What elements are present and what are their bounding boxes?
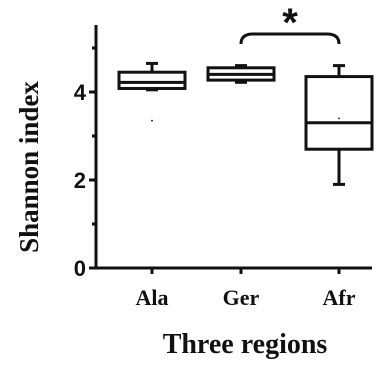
- mean-marker: [151, 119, 153, 122]
- mean-marker: [240, 73, 242, 76]
- box-iqr: [117, 70, 187, 90]
- x-tick-label: Ger: [223, 285, 260, 310]
- y-tick-label: 0: [74, 256, 86, 281]
- y-tick-label: 4: [74, 80, 87, 105]
- significance-star: *: [282, 1, 298, 45]
- x-axis-label: Three regions: [163, 329, 328, 360]
- box-afr: [304, 64, 374, 186]
- box-ala: [117, 61, 187, 122]
- axes: 0 2 4 Ala Ger Afr: [74, 25, 372, 310]
- y-axis-label: Shannon index: [14, 81, 44, 253]
- box-ger: [206, 64, 276, 84]
- bracket: [239, 32, 341, 45]
- y-tick-label: 2: [74, 168, 86, 193]
- box-iqr: [304, 75, 374, 151]
- mean-marker: [338, 117, 340, 120]
- box-series: [117, 61, 374, 186]
- x-tick-label: Ala: [136, 285, 169, 310]
- significance-annotation: *: [239, 1, 341, 45]
- x-tick-label: Afr: [323, 285, 356, 310]
